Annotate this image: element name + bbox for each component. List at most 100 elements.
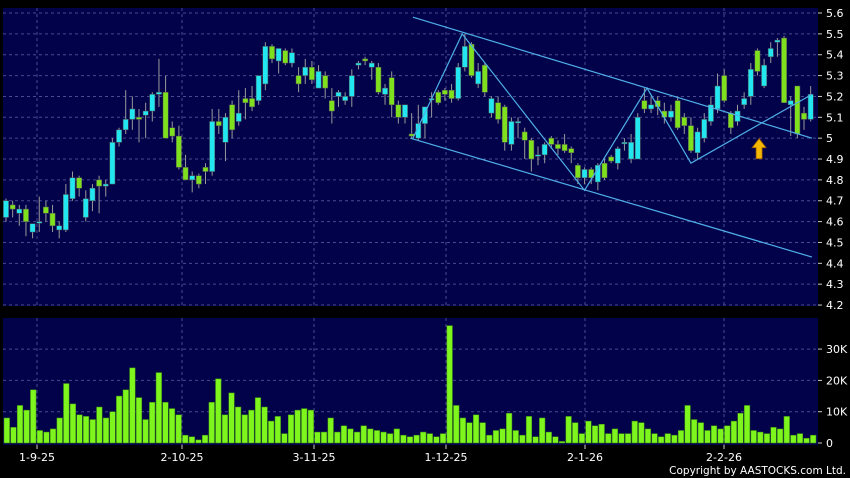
price-tick-label: 5.1 bbox=[826, 111, 844, 124]
price-tick-label: 5.3 bbox=[826, 70, 844, 83]
candle-up bbox=[16, 208, 23, 214]
volume-bar bbox=[373, 430, 381, 444]
volume-bar bbox=[552, 436, 559, 444]
candle-up bbox=[315, 71, 322, 89]
candle-down bbox=[269, 46, 275, 60]
candle-down bbox=[176, 135, 182, 168]
volume-bar bbox=[539, 417, 546, 444]
date-tick-label: 2-1-26 bbox=[567, 451, 603, 464]
volume-bar bbox=[36, 430, 43, 444]
volume-bar bbox=[202, 434, 209, 444]
volume-bar bbox=[611, 428, 618, 444]
volume-bar bbox=[592, 425, 599, 444]
candle-up bbox=[3, 200, 9, 218]
candle-up bbox=[741, 98, 747, 106]
candle-up bbox=[761, 64, 767, 87]
candle-up bbox=[422, 106, 428, 124]
candle-down bbox=[202, 167, 209, 172]
volume-bar bbox=[380, 431, 387, 444]
candle-up bbox=[807, 94, 814, 120]
candle-down bbox=[601, 162, 608, 179]
volume-bar bbox=[215, 378, 222, 444]
volume-bar bbox=[691, 419, 698, 444]
candle-up bbox=[355, 62, 362, 66]
volume-bar bbox=[327, 417, 334, 444]
volume-bar bbox=[433, 436, 440, 444]
volume-bar bbox=[400, 434, 407, 444]
volume-bar bbox=[50, 428, 57, 444]
volume-bar bbox=[168, 408, 176, 444]
candle-down bbox=[362, 58, 368, 62]
volume-bar bbox=[23, 409, 30, 444]
date-tick-label: 3-11-25 bbox=[293, 451, 336, 464]
volume-bar bbox=[625, 433, 632, 444]
volume-bar bbox=[135, 397, 143, 444]
candle-up bbox=[787, 100, 794, 106]
volume-bar bbox=[677, 430, 685, 444]
candle-up bbox=[475, 71, 481, 85]
candle-down bbox=[721, 75, 728, 101]
candle-up bbox=[348, 75, 355, 97]
candles bbox=[3, 33, 814, 239]
volume-bar bbox=[268, 420, 275, 444]
volume-bar bbox=[684, 405, 691, 444]
volume-bar bbox=[307, 409, 314, 444]
volume-bar bbox=[155, 372, 162, 444]
volume-bar bbox=[96, 406, 103, 444]
candle-up bbox=[628, 142, 634, 160]
volume-bar bbox=[565, 416, 572, 444]
price-tick-label: 4.9 bbox=[826, 153, 844, 166]
volume-bar bbox=[360, 425, 367, 444]
candle-up bbox=[382, 87, 388, 95]
volume-bar bbox=[763, 433, 770, 444]
volume-bar bbox=[671, 434, 678, 444]
volume-bar bbox=[651, 433, 658, 444]
trendline-zigzag bbox=[412, 32, 813, 192]
candle-down bbox=[728, 112, 734, 128]
volume-bar bbox=[129, 367, 136, 444]
volume-bar bbox=[188, 436, 195, 444]
volume-bar bbox=[744, 405, 751, 444]
candle-down bbox=[295, 75, 302, 85]
volume-bar bbox=[512, 430, 519, 444]
volume-bar bbox=[406, 436, 414, 444]
volume-bar bbox=[367, 428, 374, 444]
candle-up bbox=[222, 117, 229, 143]
volume-bar bbox=[532, 436, 539, 444]
volume-bar bbox=[710, 425, 718, 444]
trendline-upper-channel bbox=[412, 16, 813, 139]
volume-bars bbox=[3, 325, 817, 444]
candle-up bbox=[262, 46, 269, 85]
volume-bar bbox=[334, 431, 341, 444]
volume-bar bbox=[757, 431, 764, 444]
candle-up bbox=[634, 117, 641, 160]
volume-bar bbox=[89, 419, 96, 444]
volume-bar bbox=[393, 428, 400, 444]
candle-down bbox=[388, 77, 395, 106]
candle-up bbox=[747, 69, 754, 97]
candle-up bbox=[82, 198, 89, 218]
candle-down bbox=[561, 144, 568, 151]
candle-up bbox=[156, 92, 162, 95]
price-tick-label: 4.3 bbox=[826, 278, 844, 291]
volume-bar bbox=[340, 425, 347, 444]
candle-down bbox=[9, 204, 16, 210]
candle-down bbox=[229, 104, 235, 131]
volume-tick-label: 0 bbox=[826, 437, 833, 450]
candle-down bbox=[575, 165, 581, 179]
volume-bar bbox=[30, 389, 37, 444]
volume-bar bbox=[572, 422, 579, 444]
candle-up bbox=[508, 121, 515, 145]
volume-bar bbox=[221, 414, 228, 444]
volume-bar bbox=[459, 417, 466, 444]
volume-tick-label: 20K bbox=[826, 374, 848, 387]
candle-up bbox=[116, 129, 122, 143]
volume-bar bbox=[697, 422, 704, 444]
candle-down bbox=[169, 127, 176, 137]
date-tick-label: 2-2-26 bbox=[706, 451, 742, 464]
candle-down bbox=[162, 92, 169, 139]
price-tick-label: 5.6 bbox=[826, 7, 844, 20]
volume-bar bbox=[254, 397, 262, 444]
candle-up bbox=[668, 110, 674, 118]
volume-bar bbox=[618, 433, 625, 444]
